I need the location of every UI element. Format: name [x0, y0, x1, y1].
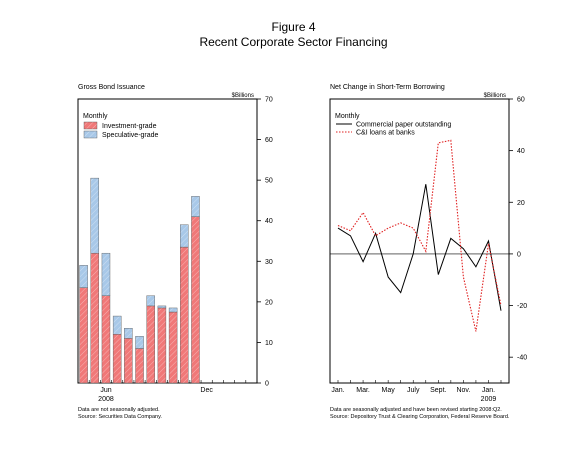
left-y-tick-label: 30 — [265, 259, 273, 266]
left-y-tick-label: 40 — [265, 218, 273, 225]
right-y-tick-label: -20 — [517, 303, 527, 310]
right-y-tick-label: -40 — [517, 355, 527, 362]
right-legend-label: Commercial paper outstanding — [356, 122, 451, 129]
left-bar-speculative-grade — [146, 295, 155, 307]
left-note: Data are not seasonally adjusted. — [78, 407, 160, 413]
right-y-tick-label: 40 — [517, 148, 525, 155]
right-y-tick-label: 60 — [517, 97, 525, 104]
left-bar-speculative-grade — [180, 224, 189, 248]
left-bar-speculative-grade — [124, 328, 133, 339]
left-y-tick-label: 20 — [265, 299, 273, 306]
left-bar-investment-grade — [124, 338, 133, 384]
left-bar-investment-grade — [191, 216, 200, 384]
left-bar-speculative-grade — [79, 265, 88, 288]
right-x-tick-label: Jan. — [331, 387, 344, 394]
left-x-tick-label: Jun — [100, 387, 111, 394]
left-y-tick-label: 0 — [265, 381, 269, 388]
right-x-tick-label: May — [382, 387, 396, 394]
left-legend-label: Speculative-grade — [102, 132, 159, 139]
left-bar-investment-grade — [157, 307, 167, 384]
left-bar-investment-grade — [168, 311, 178, 384]
left-bar-speculative-grade — [90, 177, 100, 254]
left-unit-label: $Billions — [232, 93, 254, 99]
right-note: Source: Depository Trust & Clearing Corp… — [330, 414, 510, 420]
left-legend-swatch — [83, 121, 98, 130]
right-x-tick-label: Jan. — [482, 387, 495, 394]
right-x-tick-label: Mar. — [356, 387, 370, 394]
left-bar-investment-grade — [101, 295, 111, 384]
right-note: Data are seasonally adjusted and have be… — [330, 407, 502, 413]
right-unit-label: $Billions — [484, 93, 506, 99]
left-x-tick-label: 2008 — [98, 396, 114, 403]
left-bar-speculative-grade — [101, 252, 111, 296]
figure-subtitle: Recent Corporate Sector Financing — [199, 35, 388, 49]
left-bar-speculative-grade — [191, 196, 200, 217]
right-x-tick-label: July — [407, 387, 420, 394]
left-bar-investment-grade — [90, 252, 100, 384]
left-y-tick-label: 70 — [265, 97, 273, 104]
left-bar-investment-grade — [135, 348, 144, 384]
left-bar-investment-grade — [79, 287, 88, 384]
left-bar-investment-grade — [180, 246, 189, 384]
left-legend-swatch — [83, 130, 98, 139]
figure-title: Figure 4 — [271, 20, 316, 34]
right-legend-title: Monthly — [335, 113, 360, 120]
right-x-tick-label: Nov. — [456, 387, 470, 394]
left-y-tick-label: 50 — [265, 178, 273, 185]
right-y-tick-label: 20 — [517, 200, 525, 207]
right-x-tick-label: Sept. — [430, 387, 446, 394]
right-legend-label: C&I loans at banks — [356, 130, 415, 137]
left-bar-investment-grade — [112, 334, 122, 384]
left-legend-title: Monthly — [83, 113, 108, 120]
left-x-tick-label: Dec — [200, 387, 213, 394]
left-chart-title: Gross Bond Issuance — [78, 84, 145, 91]
right-chart-title: Net Change in Short-Term Borrowing — [330, 84, 445, 91]
right-x-tick-label: 2009 — [481, 396, 497, 403]
left-y-tick-label: 10 — [265, 340, 273, 347]
right-y-tick-label: 0 — [517, 251, 521, 258]
left-bar-speculative-grade — [168, 307, 178, 313]
left-bar-speculative-grade — [135, 336, 144, 349]
left-legend-label: Investment-grade — [102, 123, 157, 130]
right-series-line-commercial-paper-outstanding — [337, 184, 502, 311]
right-series-line-c-i-loans-at-banks — [337, 139, 502, 332]
left-bar-speculative-grade — [112, 315, 122, 335]
right-plot-frame — [329, 98, 510, 384]
left-note: Source: Securities Data Company. — [78, 414, 162, 420]
left-y-tick-label: 60 — [265, 137, 273, 144]
left-bar-investment-grade — [146, 305, 155, 384]
left-bar-speculative-grade — [157, 305, 167, 309]
